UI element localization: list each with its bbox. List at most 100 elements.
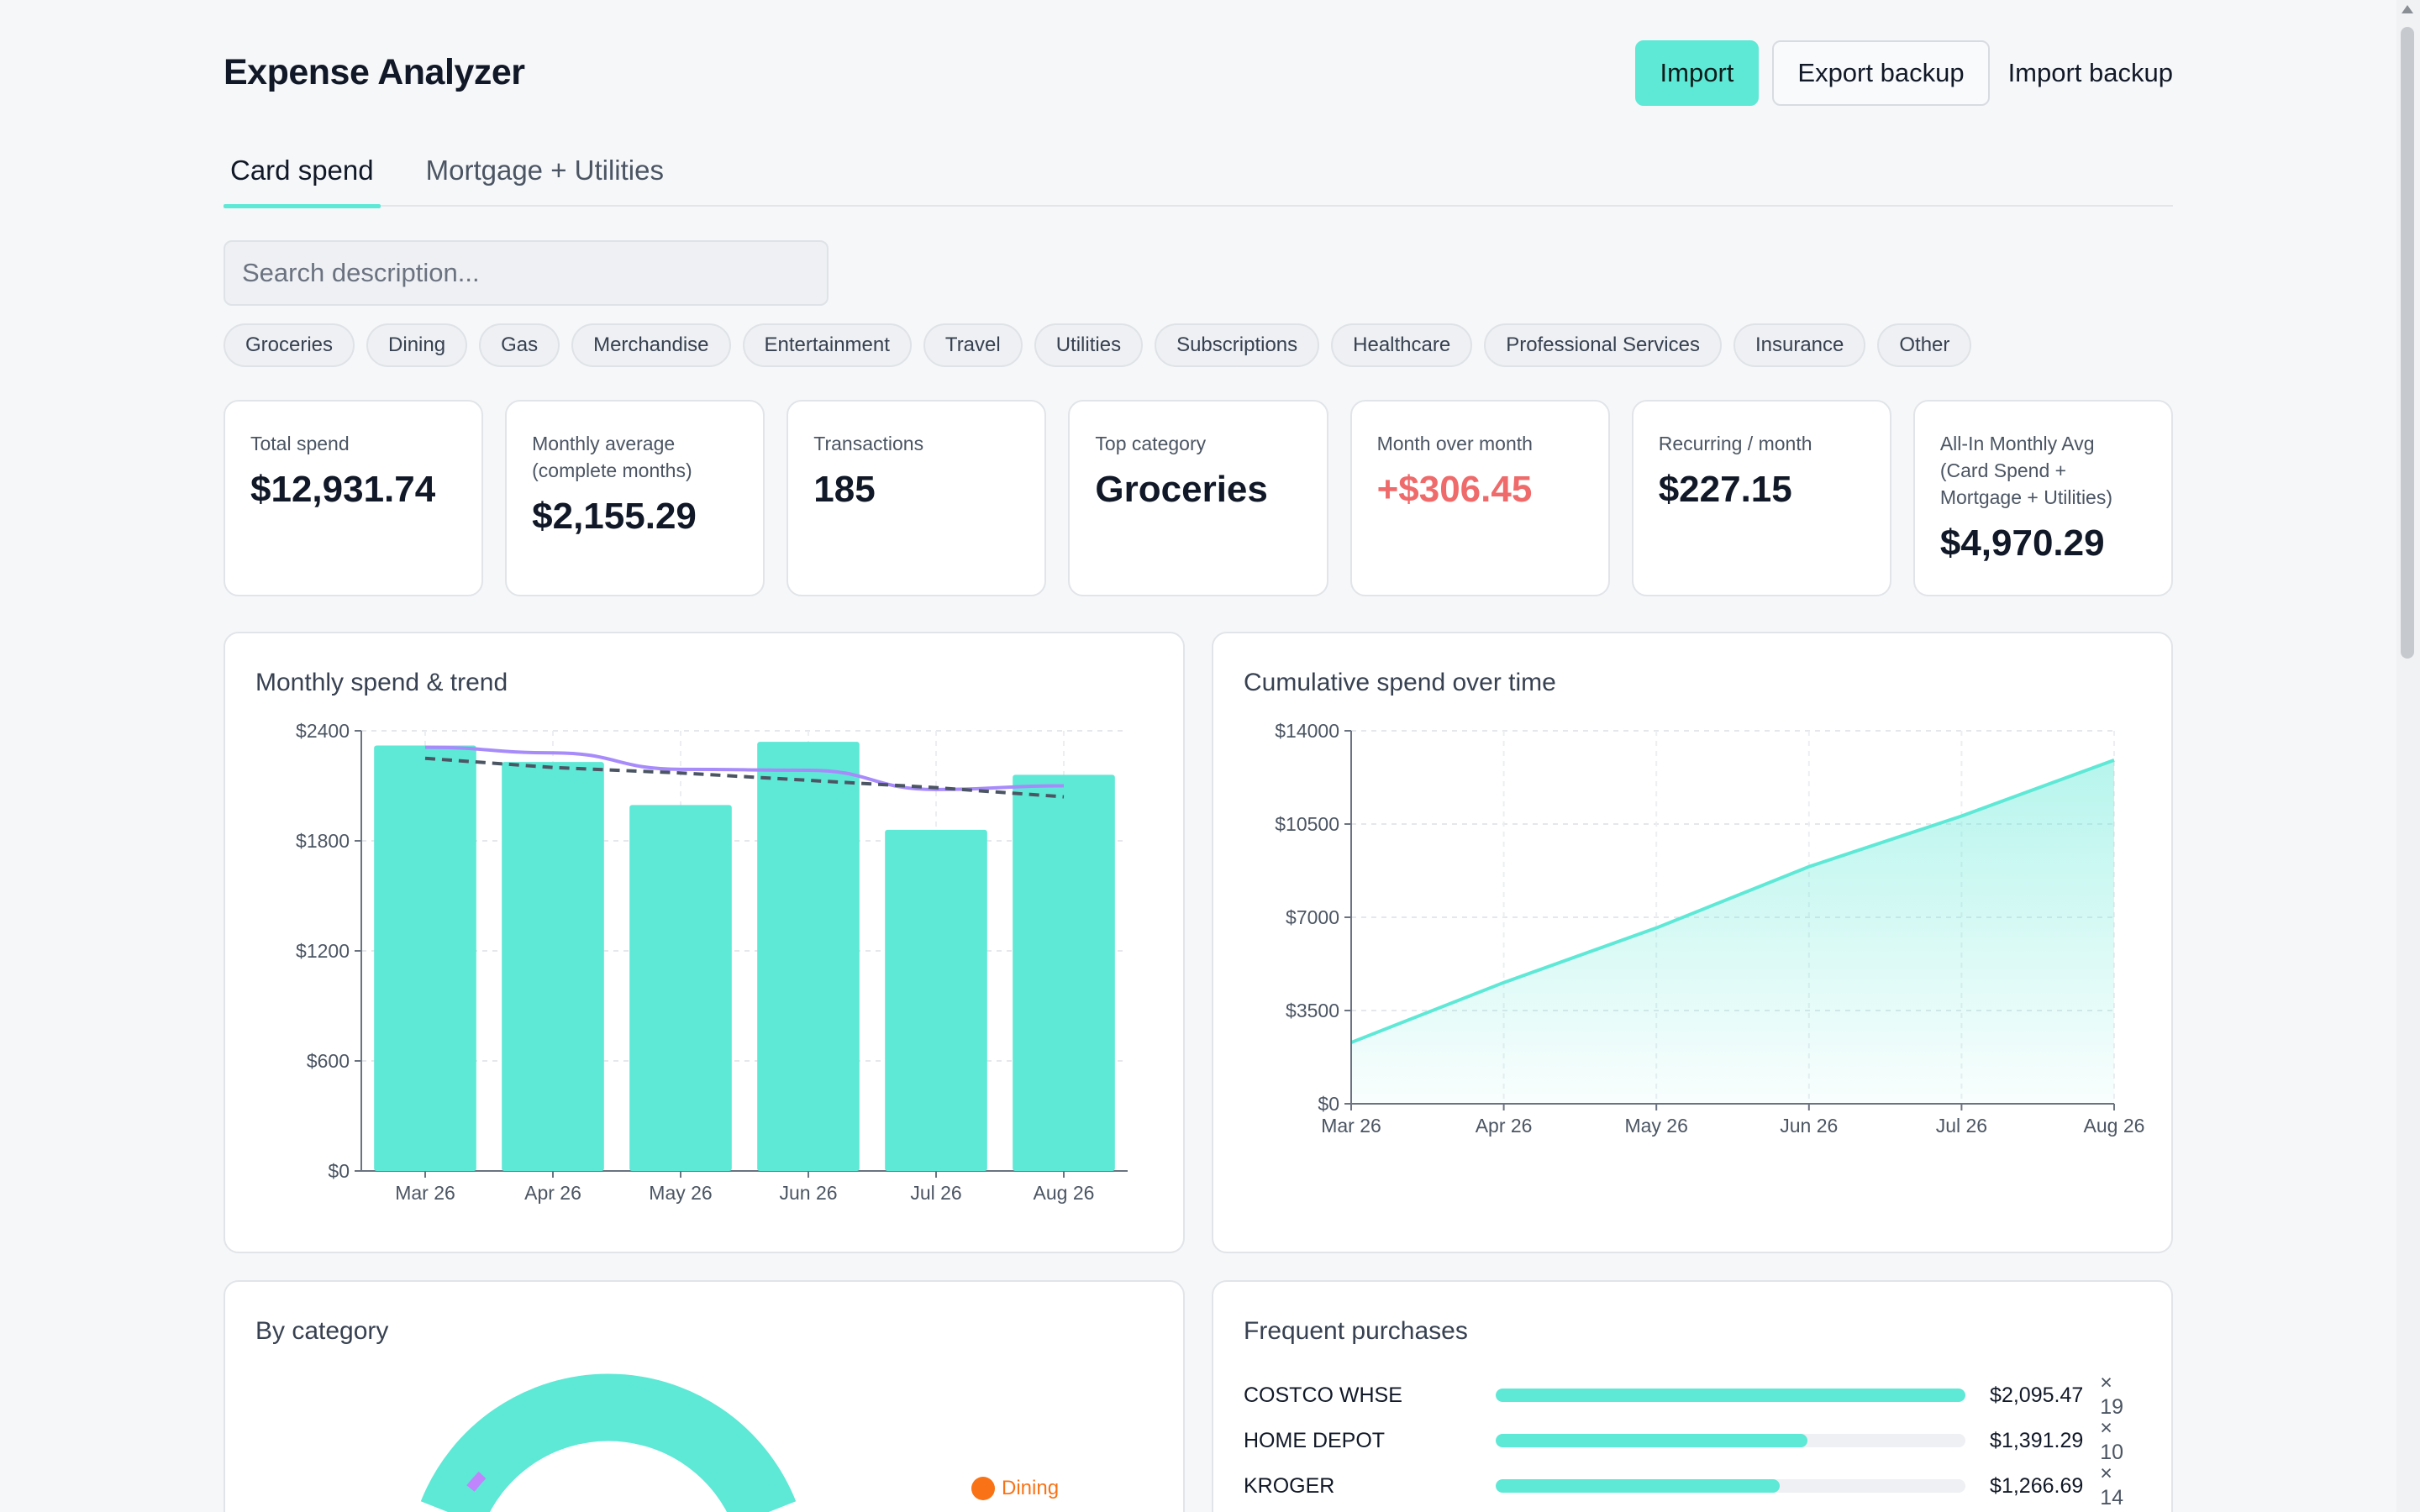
legend-dot-icon (971, 1477, 995, 1500)
stat-label: Recurring / month (1658, 433, 1812, 454)
stat-value: Groceries (1095, 469, 1268, 510)
chip-groceries[interactable]: Groceries (224, 323, 355, 367)
bar-mar-26 (374, 745, 476, 1171)
list-item: COSTCO WHSE $2,095.47 × 19 (1244, 1371, 2141, 1419)
x-tick-label: Jul 26 (1936, 1115, 1987, 1137)
export-backup-button[interactable]: Export backup (1772, 40, 1990, 106)
spend-bar-fill (1496, 1479, 1780, 1493)
chip-subscriptions[interactable]: Subscriptions (1155, 323, 1320, 367)
y-tick-label: $7000 (1286, 906, 1339, 928)
stat-value: +$306.45 (1376, 469, 1533, 510)
donut-slice-entertainment (466, 1471, 487, 1492)
trend-line (424, 756, 1065, 799)
donut-slice-groceries (420, 1373, 797, 1512)
list-item: HOME DEPOT $1,391.29 × 10 (1244, 1416, 2141, 1464)
x-tick-label: Jun 26 (779, 1182, 837, 1204)
y-tick-label: $2400 (296, 720, 350, 742)
merchant-name: KROGER (1244, 1473, 1335, 1498)
stat-label: Month over month (1376, 433, 1533, 454)
spend-bar (1496, 1479, 1965, 1493)
y-tick-label: $1200 (296, 940, 350, 962)
chip-travel[interactable]: Travel (923, 323, 1023, 367)
stat-month-over-month: Month over month +$306.45 (1349, 400, 1610, 596)
y-tick-label: $1800 (296, 830, 350, 852)
cumulative-spend-panel: $0 $3500 $7000 $10500 $14000 Mar 26 Apr 26 May … (1212, 632, 2173, 1253)
y-tick-label: $14000 (1275, 720, 1339, 742)
bar-jul-26 (885, 829, 987, 1171)
merchant-count: × 10 (2100, 1416, 2124, 1464)
stat-label: Total spend (250, 433, 350, 454)
cumulative-line (1350, 759, 2115, 1044)
y-tick-label: $0 (1318, 1093, 1339, 1115)
x-tick-label: May 26 (649, 1182, 712, 1204)
import-button[interactable]: Import (1634, 40, 1760, 106)
stat-monthly-average: Monthly average (complete months) $2,155… (505, 400, 765, 596)
stat-value: $4,970.29 (1939, 522, 2105, 564)
tab-mortgage-utilities[interactable]: Mortgage + Utilities (425, 155, 664, 186)
page-scrollbar[interactable] (2396, 0, 2420, 1512)
merchant-amount: $1,266.69 (1990, 1473, 2084, 1498)
x-tick-label: Apr 26 (1476, 1115, 1533, 1137)
monthly-spend-panel: $0 $600 $1200 $1800 $2400 Mar 26 Apr 26 May 26 J… (224, 632, 1185, 1253)
spend-bar-fill (1496, 1389, 1965, 1402)
tab-card-spend[interactable]: Card spend (224, 151, 381, 208)
y-tick-label: $3500 (1286, 1000, 1339, 1021)
cumulative-spend-title: Cumulative spend over time (1244, 669, 1556, 696)
cumulative-spend-chart: $0 $3500 $7000 $10500 $14000 Mar 26 Apr 26 May … (1275, 720, 2144, 1137)
x-tick-label: Jun 26 (1780, 1115, 1838, 1137)
x-tick-label: May 26 (1624, 1115, 1687, 1137)
frequent-purchases-panel: Frequent purchases COSTCO WHSE $2,095.47… (1212, 1280, 2173, 1512)
monthly-spend-chart: $0 $600 $1200 $1800 $2400 Mar 26 Apr 26 May 26 J… (296, 720, 1128, 1204)
x-tick-label: Mar 26 (395, 1182, 455, 1204)
merchant-amount: $1,391.29 (1990, 1428, 2084, 1452)
spend-bar (1496, 1434, 1965, 1447)
stat-all-in-monthly-avg: All-In Monthly Avg (Card Spend + Mortgag… (1912, 400, 2173, 596)
chip-professional-services[interactable]: Professional Services (1484, 323, 1722, 367)
chip-gas[interactable]: Gas (479, 323, 560, 367)
list-item: KROGER $1,266.69 × 14 (1244, 1462, 2141, 1509)
stat-recurring-month: Recurring / month $227.15 (1631, 400, 1891, 596)
import-backup-button[interactable]: Import backup (2003, 40, 2173, 106)
merchant-count: × 19 (2100, 1371, 2124, 1419)
chip-dining[interactable]: Dining (366, 323, 468, 367)
stat-value: 185 (813, 469, 876, 510)
bar-may-26 (629, 805, 732, 1171)
stat-value: $2,155.29 (532, 496, 697, 537)
y-tick-label: $10500 (1275, 813, 1339, 835)
scroll-up-icon[interactable] (2402, 5, 2413, 13)
merchant-name: HOME DEPOT (1244, 1428, 1386, 1452)
merchant-amount: $2,095.47 (1990, 1383, 2084, 1407)
app-title: Expense Analyzer (224, 52, 525, 92)
chip-healthcare[interactable]: Healthcare (1331, 323, 1473, 367)
x-tick-label: Apr 26 (524, 1182, 581, 1204)
stat-transactions: Transactions 185 (786, 400, 1047, 596)
stat-label: All-In Monthly Avg (Card Spend + Mortgag… (1939, 433, 2113, 508)
chip-entertainment[interactable]: Entertainment (742, 323, 912, 367)
stat-cards: Total spend $12,931.74 Monthly average (… (224, 400, 2173, 596)
spend-bar-fill (1496, 1434, 1808, 1447)
bar-jun-26 (757, 742, 860, 1171)
legend-item-dining[interactable]: Dining (971, 1477, 1059, 1500)
search-box (224, 240, 829, 306)
category-donut-chart (420, 1373, 797, 1512)
bar-apr-26 (502, 762, 604, 1171)
header-actions: Import Export backup Import backup (1634, 40, 2173, 106)
monthly-spend-title: Monthly spend & trend (255, 669, 508, 696)
category-filter-chips: Groceries Dining Gas Merchandise Enterta… (224, 323, 1972, 367)
chip-merchandise[interactable]: Merchandise (571, 323, 731, 367)
bar-aug-26 (1013, 774, 1115, 1171)
stat-total-spend: Total spend $12,931.74 (224, 400, 484, 596)
x-tick-label: Aug 26 (1034, 1182, 1095, 1204)
by-category-panel: By category Dining (224, 1280, 1185, 1512)
y-tick-label: $600 (307, 1050, 350, 1072)
chip-insurance[interactable]: Insurance (1733, 323, 1866, 367)
y-tick-label: $0 (328, 1160, 350, 1182)
scrollbar-thumb[interactable] (2401, 27, 2414, 659)
chip-utilities[interactable]: Utilities (1034, 323, 1144, 367)
frequent-purchases-title: Frequent purchases (1244, 1317, 1468, 1345)
cumulative-area (1351, 759, 2114, 1104)
chip-other[interactable]: Other (1877, 323, 1972, 367)
search-input[interactable] (242, 258, 810, 288)
frequent-list: COSTCO WHSE $2,095.47 × 19 HOME DEPOT $1… (1244, 1371, 2141, 1509)
legend-label: Dining (1002, 1477, 1060, 1499)
